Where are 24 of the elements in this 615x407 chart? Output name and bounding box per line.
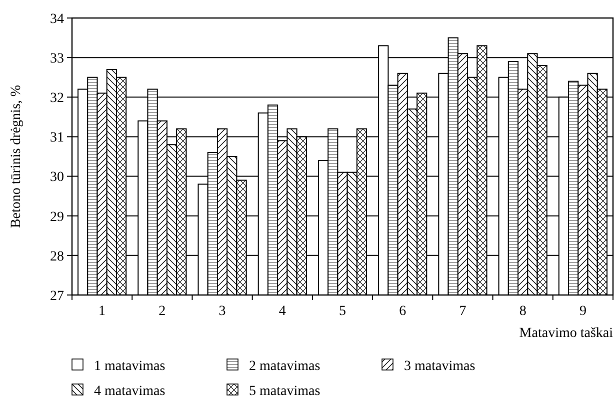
x-tick-label: 9 xyxy=(579,304,586,319)
y-axis-title: Betono tūrinis drėgnis, % xyxy=(9,84,24,228)
y-tick-label: 27 xyxy=(50,288,64,304)
y-tick-label: 28 xyxy=(50,249,64,264)
x-tick-label: 1 xyxy=(98,304,106,319)
x-tick-label: 3 xyxy=(218,304,226,319)
legend-label: 2 matavimas xyxy=(249,358,320,374)
x-tick-label: 7 xyxy=(459,304,466,319)
y-tick-label: 33 xyxy=(50,51,64,66)
x-tick-label: 2 xyxy=(158,304,166,319)
x-tick-label: 6 xyxy=(399,304,406,319)
y-tick-label: 34 xyxy=(50,12,64,27)
legend-label: 5 matavimas xyxy=(249,384,320,399)
x-tick-label: 5 xyxy=(339,304,346,319)
x-tick-label: 8 xyxy=(519,304,526,319)
x-axis-title: Matavimo taškai xyxy=(519,326,614,341)
y-tick-label: 29 xyxy=(50,210,64,225)
y-tick-label: 31 xyxy=(50,130,64,146)
legend-label: 3 matavimas xyxy=(404,358,476,374)
y-tick-label: 30 xyxy=(50,170,64,186)
y-tick-label: 32 xyxy=(50,91,64,106)
x-tick-label: 4 xyxy=(278,304,286,319)
legend-label: 4 matavimas xyxy=(94,384,166,399)
legend-label: 1 matavimas xyxy=(94,358,166,374)
